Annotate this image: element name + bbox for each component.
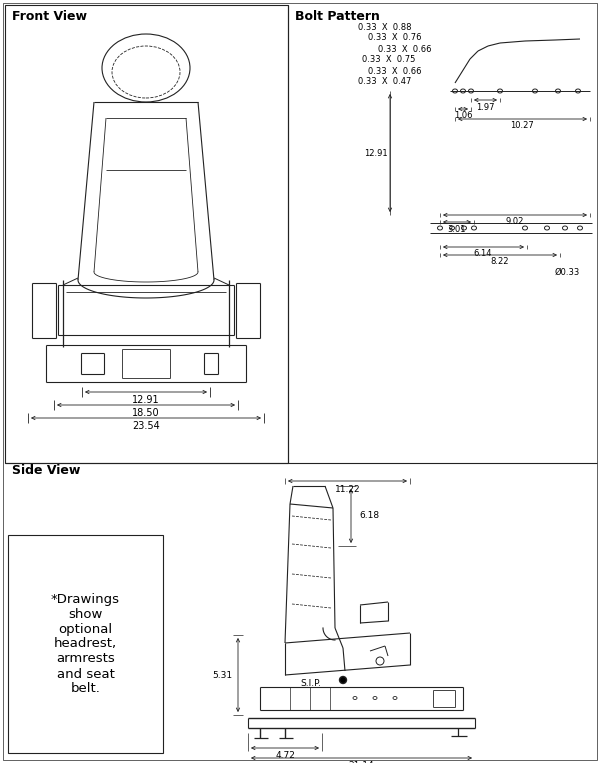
- Ellipse shape: [469, 89, 473, 93]
- Ellipse shape: [533, 89, 538, 93]
- Ellipse shape: [497, 89, 503, 93]
- Text: *Drawings
show
optional
headrest,
armrests
and seat
belt.: *Drawings show optional headrest, armres…: [51, 593, 120, 696]
- Ellipse shape: [373, 697, 377, 700]
- Ellipse shape: [353, 697, 357, 700]
- Text: Bolt Pattern: Bolt Pattern: [295, 9, 380, 22]
- Text: 0.33  X  0.75: 0.33 X 0.75: [362, 56, 415, 65]
- Text: 8.22: 8.22: [491, 257, 509, 266]
- Text: 23.54: 23.54: [132, 421, 160, 431]
- Text: 11.22: 11.22: [335, 485, 361, 494]
- Ellipse shape: [393, 697, 397, 700]
- Text: 6.18: 6.18: [359, 511, 379, 520]
- Ellipse shape: [340, 677, 347, 684]
- Text: 4.72: 4.72: [275, 752, 295, 761]
- Text: Front View: Front View: [12, 9, 87, 22]
- Text: 0.33  X  0.76: 0.33 X 0.76: [368, 34, 421, 43]
- Text: Ø0.33: Ø0.33: [555, 268, 580, 276]
- Text: 18.50: 18.50: [132, 408, 160, 418]
- Text: 12.91: 12.91: [132, 395, 160, 405]
- Text: 0.33  X  0.88: 0.33 X 0.88: [358, 22, 412, 31]
- Ellipse shape: [461, 226, 467, 230]
- Ellipse shape: [523, 226, 527, 230]
- Ellipse shape: [449, 226, 455, 230]
- Ellipse shape: [556, 89, 560, 93]
- Ellipse shape: [461, 89, 466, 93]
- Ellipse shape: [563, 226, 568, 230]
- Text: 9.02: 9.02: [506, 217, 524, 227]
- Ellipse shape: [575, 89, 581, 93]
- Text: S.I.P.: S.I.P.: [300, 678, 321, 687]
- Text: 0.33  X  0.66: 0.33 X 0.66: [368, 66, 421, 76]
- Bar: [8, 535, 163, 753]
- Text: 0.33  X  0.47: 0.33 X 0.47: [358, 78, 412, 86]
- Ellipse shape: [437, 226, 443, 230]
- Text: 12.91: 12.91: [364, 149, 388, 157]
- Text: Side View: Side View: [12, 463, 80, 477]
- Text: 1.97: 1.97: [476, 102, 494, 111]
- Text: 6.14: 6.14: [474, 250, 492, 259]
- Ellipse shape: [545, 226, 550, 230]
- Text: 10.27: 10.27: [510, 121, 534, 130]
- Text: 1.06: 1.06: [454, 111, 472, 121]
- Bar: [5, 5, 288, 463]
- Text: 5.31: 5.31: [212, 671, 232, 680]
- Text: 0.33  X  0.66: 0.33 X 0.66: [378, 44, 431, 53]
- Ellipse shape: [577, 226, 583, 230]
- Text: 21.14: 21.14: [349, 761, 374, 763]
- Ellipse shape: [452, 89, 458, 93]
- Text: 3.01: 3.01: [448, 224, 466, 233]
- Ellipse shape: [472, 226, 476, 230]
